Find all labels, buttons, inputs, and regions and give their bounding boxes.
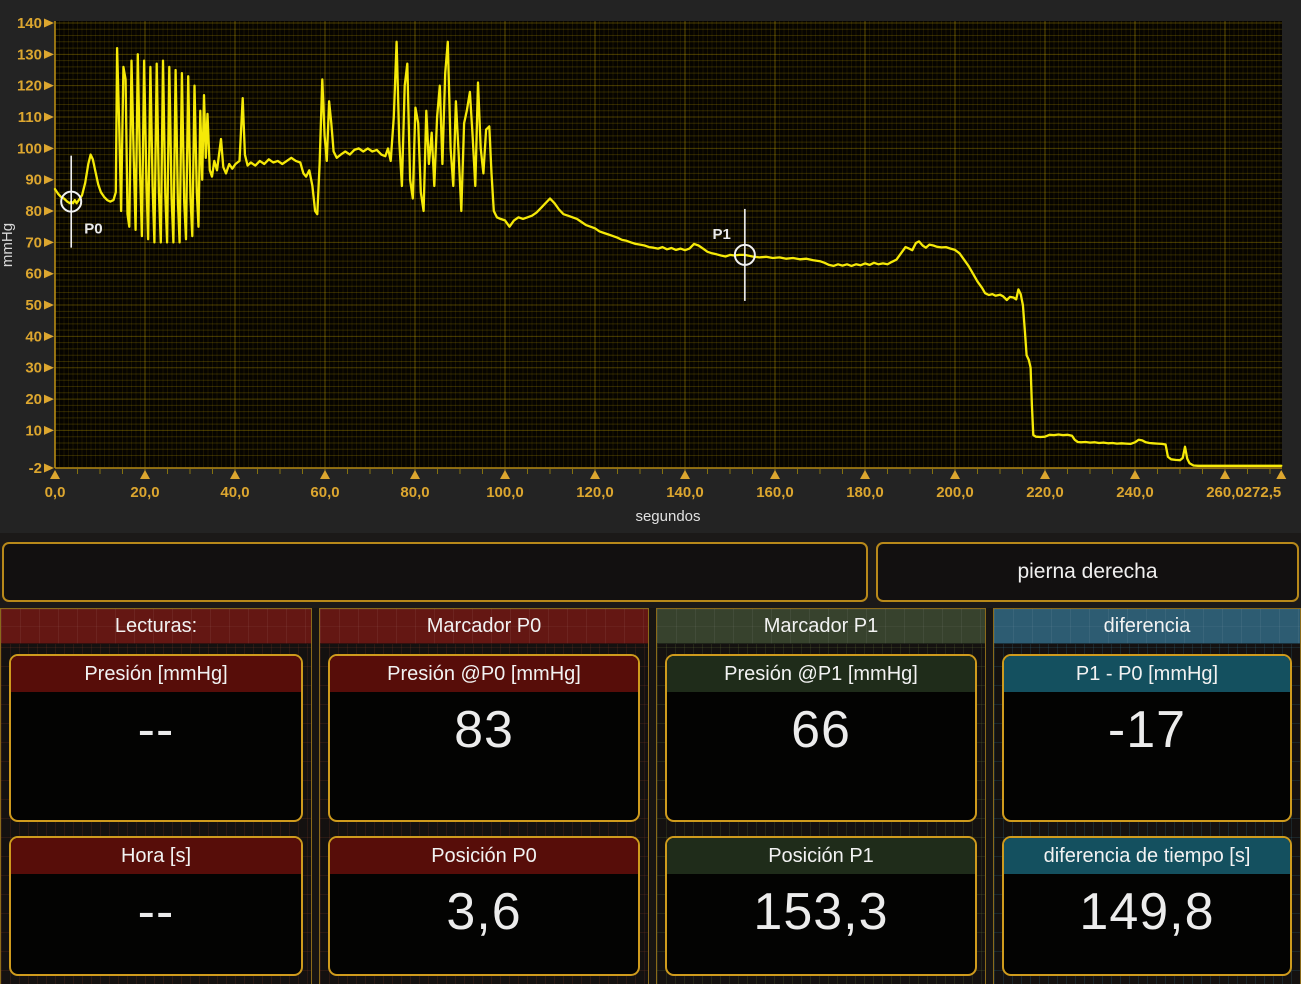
svg-text:10: 10	[25, 422, 42, 439]
svg-text:140: 140	[17, 15, 42, 32]
field-posicion-p0-value: 3,6	[446, 883, 522, 941]
svg-text:20,0: 20,0	[130, 484, 159, 501]
field-presion-actual-label: Presión [mmHg]	[11, 656, 301, 692]
readings-panels: Lecturas: Presión [mmHg] -- Hora [s] -- …	[0, 608, 1301, 984]
plot-area[interactable]	[55, 21, 1282, 468]
panel-diferencia: diferencia P1 - P0 [mmHg] -17 diferencia…	[993, 608, 1301, 984]
x-axis-label: segundos	[635, 508, 700, 525]
svg-text:140,0: 140,0	[666, 484, 704, 501]
y-axis-label: mmHg	[0, 223, 16, 267]
field-hora: Hora [s] --	[9, 836, 303, 976]
svg-text:60: 60	[25, 266, 42, 283]
svg-text:-2: -2	[29, 460, 42, 477]
field-posicion-p0: Posición P0 3,6	[328, 836, 640, 976]
svg-text:220,0: 220,0	[1026, 484, 1064, 501]
panel-marcador-p1: Marcador P1 Presión @P1 [mmHg] 66 Posici…	[656, 608, 986, 984]
pressure-chart-canvas[interactable]: 140 130 120 110 100 90 80 70 60 50 40 30 20 10 -20,0 20…	[0, 0, 1301, 533]
svg-text:80: 80	[25, 203, 42, 220]
pressure-curve	[53, 40, 1283, 467]
field-presion-p0-value: 83	[454, 701, 514, 759]
field-presion-p1-label: Presión @P1 [mmHg]	[667, 656, 975, 692]
field-diferencia-tiempo-value: 149,8	[1079, 883, 1215, 941]
svg-text:100,0: 100,0	[486, 484, 524, 501]
field-diferencia-tiempo: diferencia de tiempo [s] 149,8	[1002, 836, 1292, 976]
svg-text:160,0: 160,0	[756, 484, 794, 501]
field-presion-actual: Presión [mmHg] --	[9, 654, 303, 822]
field-presion-p1: Presión @P1 [mmHg] 66	[665, 654, 977, 822]
svg-text:40: 40	[25, 328, 42, 345]
svg-text:70: 70	[25, 234, 42, 251]
y-axis-ticks: 140 130 120 110 100 90 80 70 60 50 40 30 20 10 -2	[17, 15, 54, 477]
svg-text:50: 50	[25, 297, 42, 314]
field-posicion-p1: Posición P1 153,3	[665, 836, 977, 976]
panel-marcador-p0-title: Marcador P0	[320, 609, 648, 644]
svg-text:30: 30	[25, 360, 42, 377]
field-posicion-p1-label: Posición P1	[667, 838, 975, 874]
pressure-chart: 140 130 120 110 100 90 80 70 60 50 40 30 20 10 -2 0,0 20…	[0, 0, 1301, 533]
svg-text:200,0: 200,0	[936, 484, 974, 501]
comment-field[interactable]	[2, 542, 868, 602]
panel-marcador-p0: Marcador P0 Presión @P0 [mmHg] 83 Posici…	[319, 608, 649, 984]
field-presion-actual-value: --	[137, 701, 175, 759]
field-posicion-p1-value: 153,3	[753, 883, 889, 941]
marker-p0[interactable]: P0	[60, 155, 103, 248]
svg-text:110: 110	[18, 109, 42, 126]
svg-text:P0: P0	[84, 221, 102, 238]
panel-diferencia-title: diferencia	[994, 609, 1300, 644]
svg-text:20: 20	[25, 391, 42, 408]
svg-text:130: 130	[17, 46, 42, 63]
entry-row: pierna derecha	[0, 533, 1301, 608]
field-presion-p0: Presión @P0 [mmHg] 83	[328, 654, 640, 822]
svg-text:60,0: 60,0	[310, 484, 339, 501]
field-diferencia-presion-value: -17	[1107, 701, 1187, 759]
panel-lecturas: Lecturas: Presión [mmHg] -- Hora [s] --	[0, 608, 312, 984]
field-presion-p1-value: 66	[791, 701, 851, 759]
x-axis-ticks: 0,0 20,0 40,0 60,0 80,0 100,0 120,0 140,0 160,0 1…	[45, 469, 1287, 501]
field-hora-label: Hora [s]	[11, 838, 301, 874]
svg-text:272,5: 272,5	[1244, 484, 1282, 501]
svg-text:180,0: 180,0	[846, 484, 884, 501]
axes	[54, 21, 1282, 469]
panel-marcador-p1-title: Marcador P1	[657, 609, 985, 644]
svg-text:0,0: 0,0	[45, 484, 66, 501]
svg-text:P1: P1	[712, 226, 730, 243]
svg-text:40,0: 40,0	[220, 484, 249, 501]
field-diferencia-presion: P1 - P0 [mmHg] -17	[1002, 654, 1292, 822]
measurement-site-field[interactable]: pierna derecha	[876, 542, 1299, 602]
field-diferencia-presion-label: P1 - P0 [mmHg]	[1004, 656, 1290, 692]
svg-text:260,0: 260,0	[1206, 484, 1244, 501]
field-presion-p0-label: Presión @P0 [mmHg]	[330, 656, 638, 692]
svg-text:80,0: 80,0	[400, 484, 429, 501]
marker-p1[interactable]: P1	[712, 208, 756, 301]
panel-lecturas-title: Lecturas:	[1, 609, 311, 644]
field-posicion-p0-label: Posición P0	[330, 838, 638, 874]
svg-text:120,0: 120,0	[576, 484, 614, 501]
grid	[55, 21, 1282, 468]
field-diferencia-tiempo-label: diferencia de tiempo [s]	[1004, 838, 1290, 874]
svg-text:120: 120	[17, 78, 42, 95]
field-hora-value: --	[137, 883, 175, 941]
svg-text:240,0: 240,0	[1116, 484, 1154, 501]
svg-text:100: 100	[17, 140, 42, 157]
svg-text:90: 90	[25, 172, 42, 189]
